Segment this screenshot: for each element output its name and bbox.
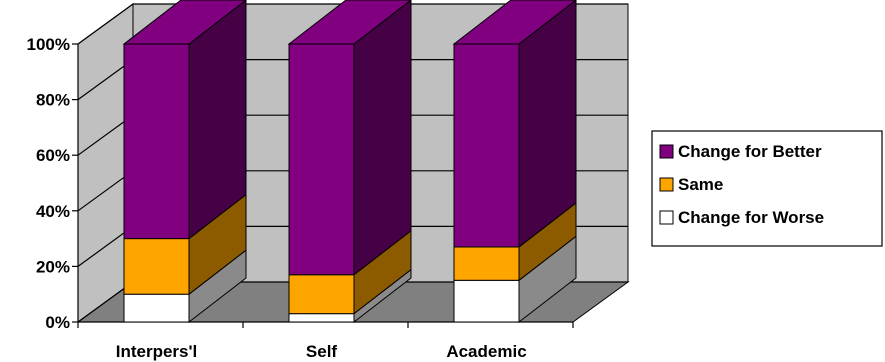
bar-stack-2 [452, 0, 577, 324]
bar-segment [288, 313, 355, 323]
bar-segment [123, 238, 190, 295]
bar-segment [453, 279, 520, 323]
x-axis-categories: Interpers'l Self Academic [116, 342, 527, 361]
y-tick-label: 80% [36, 91, 70, 110]
bar-stack-0 [122, 0, 247, 324]
legend-swatch [659, 177, 674, 192]
y-tick-label: 40% [36, 202, 70, 221]
y-tick-label: 100% [27, 35, 70, 54]
bar-segment [288, 274, 355, 315]
gridline [77, 3, 628, 45]
bar-top [287, 0, 412, 45]
x-category-label: Self [306, 342, 338, 361]
legend-label: Change for Better [678, 142, 822, 161]
bar-segment [123, 293, 190, 323]
bar-side [353, 0, 412, 276]
legend-box [651, 130, 883, 247]
x-category-label: Interpers'l [116, 342, 198, 361]
bar-segment [453, 43, 520, 248]
bar-top [122, 0, 247, 45]
legend-label: Change for Worse [678, 208, 824, 227]
chart-legend: Change for Better Same Change for Worse [651, 130, 883, 247]
y-tick-label: 20% [36, 257, 70, 276]
bar-segment [288, 43, 355, 276]
legend-swatch [659, 210, 674, 225]
y-tick-label: 60% [36, 146, 70, 165]
chart-bars [122, 0, 577, 324]
y-axis-ticks: 0% 20% 40% 60% 80% 100% [27, 35, 70, 332]
bar-segment [123, 43, 190, 240]
bar-stack-1 [287, 0, 412, 324]
legend-swatch [659, 144, 674, 159]
bar-segment [453, 246, 520, 281]
y-tick-label: 0% [45, 313, 70, 332]
x-category-label: Academic [446, 342, 526, 361]
legend-label: Same [678, 175, 723, 194]
bar-top [452, 0, 577, 45]
